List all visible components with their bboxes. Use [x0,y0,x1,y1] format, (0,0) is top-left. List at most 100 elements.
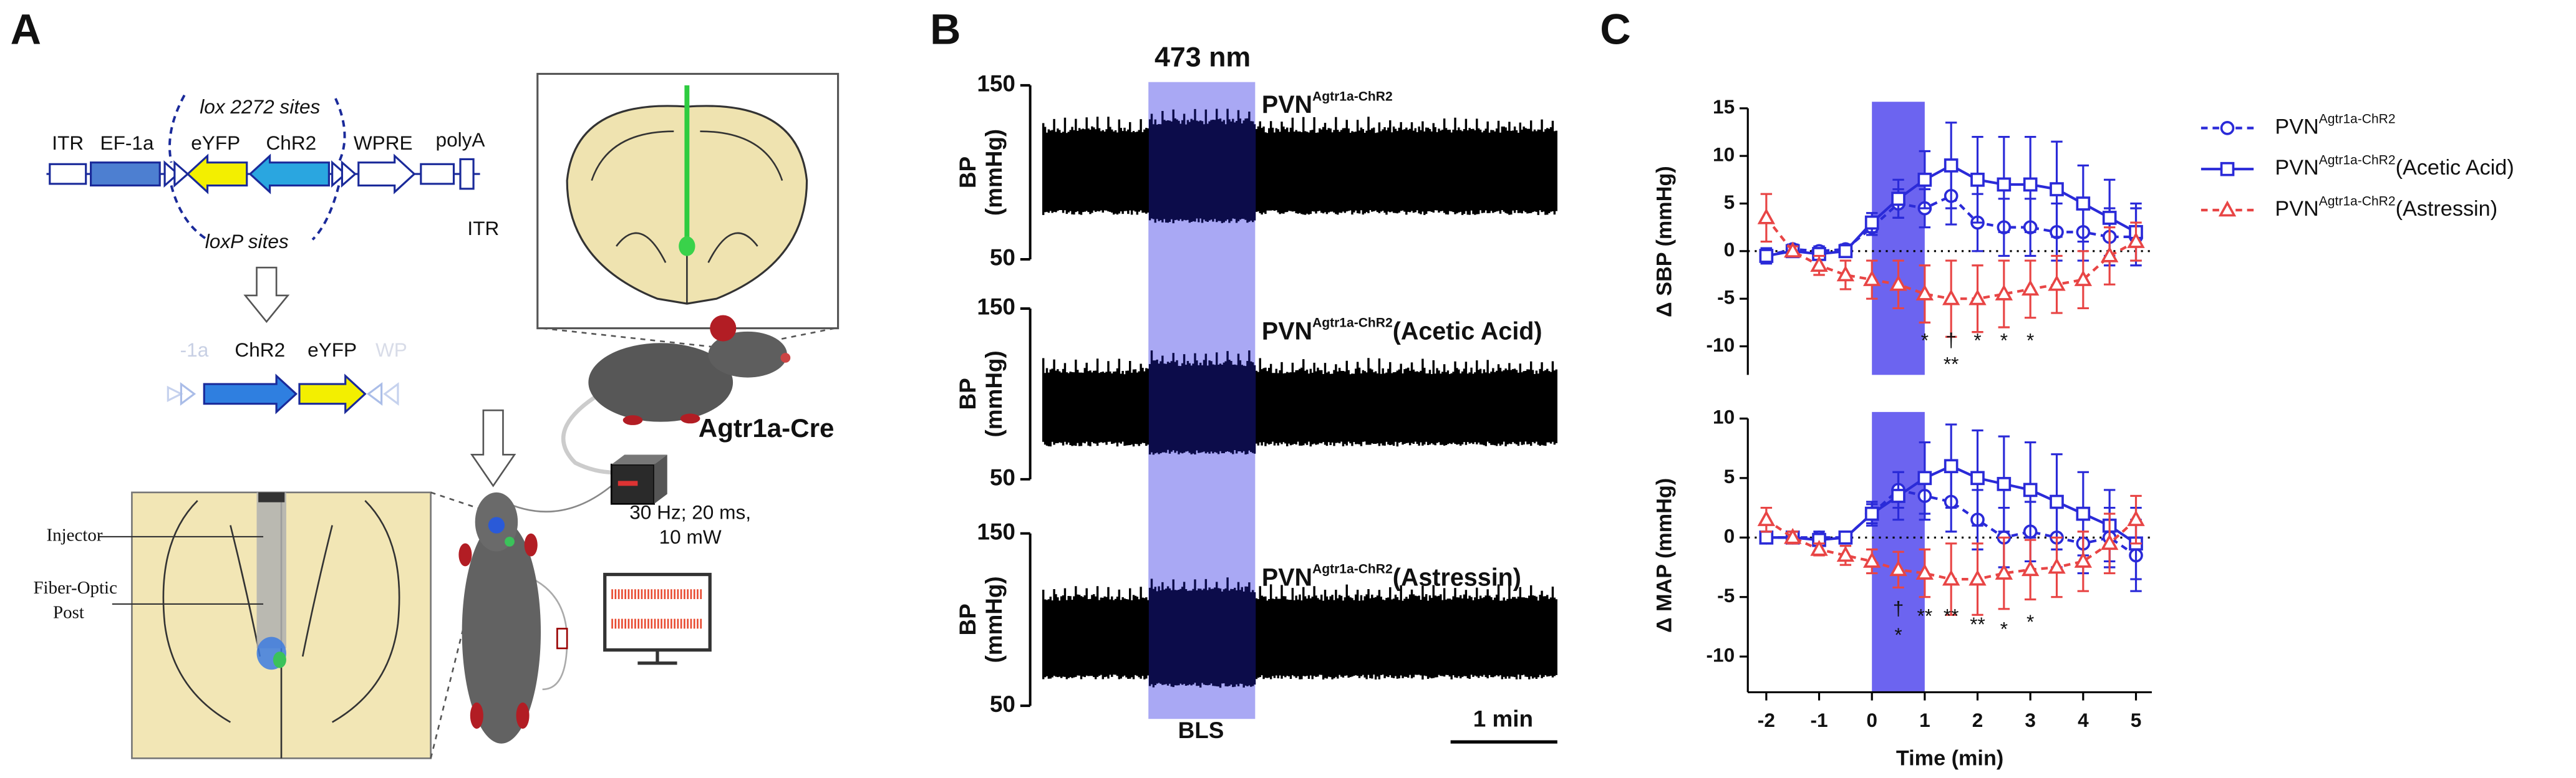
construct-label: WPRE [354,132,413,154]
x-tick-label: 0 [1866,709,1877,731]
x-tick-label: -2 [1758,709,1775,731]
marker [2102,211,2117,225]
marker [2127,510,2145,526]
chr2-arrow [248,153,330,194]
label-text: PVN [1262,92,1312,119]
marker [2220,161,2235,176]
faded-site [167,385,183,402]
construct-label: polyA [436,128,485,151]
marker [2218,200,2237,217]
y-tick-label: 150 [977,294,1015,320]
marker [1997,177,2012,192]
label-suffix: (Acetic Acid) [1393,318,1542,345]
marker [1864,215,1879,230]
label-superscript: Agtr1a-ChR2 [2319,112,2396,126]
significance-mark: † [1945,329,1957,351]
marker [2074,270,2093,286]
marker [1891,489,1905,503]
label-text: PVN [1262,318,1312,345]
marker [1838,244,1853,259]
marker [2048,274,2066,291]
y-tick-label: -10 [1707,334,1735,356]
marker [1944,459,1959,474]
x-tick-label: 4 [2078,709,2089,731]
rat-paw [524,533,538,557]
legend-label: PVNAgtr1a-ChR2(Acetic Acid) [2275,153,2514,180]
marker [1891,191,1905,206]
chr2-arrow [203,373,298,415]
y-tick-label: 150 [977,71,1015,97]
bp-trace-stim [1148,108,1256,224]
x-axis-label: Time (min) [1896,746,2003,770]
label-superscript: Agtr1a-ChR2 [1312,89,1393,103]
legend-label: PVNAgtr1a-ChR2(Astressin) [2275,194,2497,221]
marker [2100,534,2119,550]
marker [1970,172,1985,187]
significance-mark: ** [1970,613,1985,635]
monitor-trace [611,589,704,629]
marker [2076,196,2091,211]
label-superscript: Agtr1a-ChR2 [2319,194,2396,208]
construct-label: ChR2 [235,339,285,361]
label-text: PVN [2275,115,2318,138]
lox-label: loxP sites [205,230,289,252]
bp-trace [1042,358,1557,447]
bp-trace [1042,117,1557,215]
marker [2100,246,2119,262]
label-superscript: Agtr1a-ChR2 [1312,315,1393,330]
fiber-label: Fiber-Optic [33,578,117,598]
marker [1995,284,2013,300]
lox-site [341,160,357,188]
label-text: PVN [2275,197,2318,221]
y-tick-label: 15 [1713,95,1735,118]
transmitter [556,628,568,650]
polya-box [420,163,455,185]
marker [1917,172,1932,187]
significance-mark: * [2000,618,2008,640]
x-tick-label: 3 [2025,709,2036,731]
laser-box [611,454,667,465]
significance-mark: * [1894,623,1902,646]
marker [2076,506,2091,521]
lox-guide [168,94,346,241]
mouse-body [588,343,734,422]
series-line [1766,194,2136,257]
x-tick-label: -1 [1810,709,1828,731]
significance-mark: * [1921,329,1929,351]
panel-label: A [11,6,41,54]
marker [1759,530,1774,545]
scale-bar-label: 1 min [1473,706,1533,732]
marker [2021,560,2040,577]
y-axis-label: Δ MAP (mmHg) [1653,478,1677,633]
marker [1757,510,1776,526]
panel-label: B [930,6,961,54]
label-text: PVN [2275,156,2318,180]
y-tick-label: 50 [990,465,1015,491]
fiber-label: Post [53,602,84,622]
promoter-box [90,161,161,187]
marker [1759,249,1774,263]
rat-body [462,520,541,744]
faded-site [180,382,196,406]
marker [2050,494,2064,509]
y-tick-label: -5 [1717,286,1735,309]
marker [1944,158,1959,173]
marker [1968,289,1987,305]
marker [1968,569,1987,586]
mouse-line-label: Agtr1a-Cre [699,413,835,443]
marker [2050,182,2064,196]
mouse-ear [710,315,737,342]
expression-site [273,651,286,668]
y-axis-label: (mmHg) [981,129,1007,216]
bp-trace-stim [1148,577,1256,688]
label-suffix: (Astressin) [2396,197,2498,221]
marker [1889,274,1907,291]
y-tick-label: 5 [1724,465,1735,487]
lox-site [173,160,190,188]
marker [2127,232,2145,248]
mouse-paw [680,413,700,424]
y-tick-label: 150 [977,519,1015,544]
lox-site [163,160,180,188]
